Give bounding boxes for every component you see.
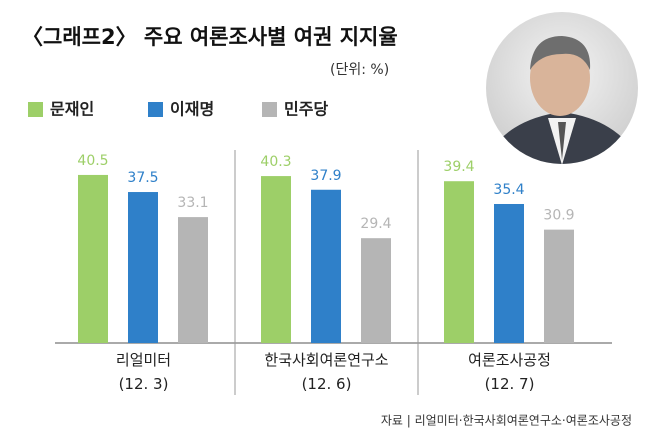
category-label: 리얼미터 (12. 3): [115, 351, 172, 393]
value-label: 29.4: [360, 216, 391, 232]
value-label: 37.9: [310, 168, 341, 184]
bar: [444, 181, 474, 343]
bar: [178, 217, 208, 343]
legend-swatch: [28, 102, 43, 117]
bar: [128, 192, 158, 343]
category-label: 한국사회여론연구소 (12. 6): [264, 351, 389, 393]
legend-label: 이재명: [170, 100, 214, 119]
value-label: 39.4: [443, 159, 474, 175]
value-label: 35.4: [493, 182, 524, 198]
bar: [311, 189, 341, 343]
legend-swatch: [262, 102, 277, 117]
legend-label: 민주당: [284, 100, 328, 119]
source-note: 자료 | 리얼미터·한국사회여론연구소·여론조사공정: [381, 414, 632, 428]
value-label: 33.1: [177, 195, 208, 211]
bar: [361, 238, 391, 343]
value-label: 40.5: [77, 153, 108, 169]
bar: [494, 203, 524, 343]
category-label: 여론조사공정 (12. 7): [468, 351, 551, 393]
legend-label: 문재인: [50, 100, 94, 119]
chart-title: 〈그래프2〉 주요 여론조사별 여권 지지율: [22, 25, 398, 49]
bar: [544, 229, 574, 343]
value-label: 37.5: [127, 170, 158, 186]
value-label: 40.3: [260, 154, 291, 170]
unit-label: (단위: %): [330, 62, 389, 78]
legend-swatch: [148, 102, 163, 117]
bar: [78, 174, 108, 343]
value-label: 30.9: [543, 208, 574, 224]
portrait-photo: [486, 12, 638, 164]
bar: [261, 176, 291, 343]
